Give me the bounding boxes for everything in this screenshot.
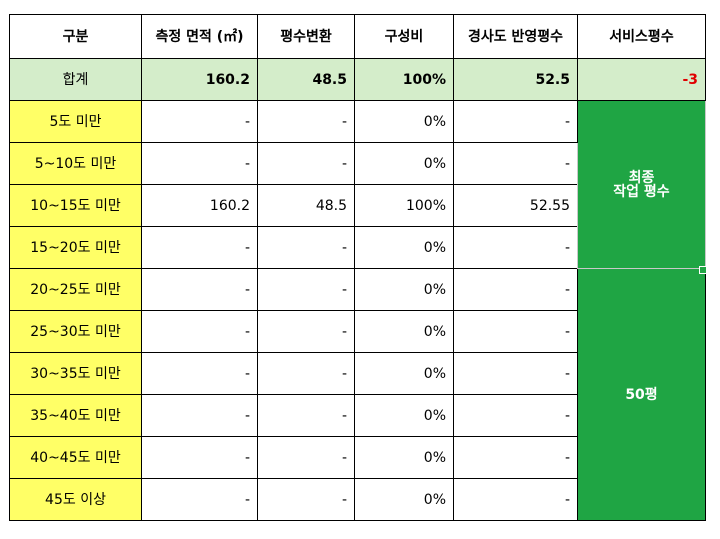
- slope-grade-cell[interactable]: 5~10도 미만: [9, 142, 142, 185]
- ratio-cell[interactable]: 0%: [354, 142, 454, 185]
- table-row: 20~25도 미만 - - 0% - 50평: [9, 268, 706, 521]
- area-cell[interactable]: -: [141, 268, 258, 311]
- slope-pyeong-cell[interactable]: -: [453, 394, 578, 437]
- final-label-line1: 최종: [628, 169, 655, 186]
- slope-pyeong-cell[interactable]: 52.55: [453, 184, 578, 227]
- pyeong-cell[interactable]: -: [257, 142, 355, 185]
- pyeong-cell[interactable]: -: [257, 436, 355, 479]
- total-label[interactable]: 합계: [9, 58, 142, 101]
- pyeong-cell[interactable]: -: [257, 478, 355, 521]
- slope-pyeong-cell[interactable]: -: [453, 142, 578, 185]
- total-row: 합계 160.2 48.5 100% 52.5 -3: [9, 58, 706, 101]
- final-work-pyeong-value[interactable]: 50평: [577, 268, 706, 521]
- pyeong-cell[interactable]: 48.5: [257, 184, 355, 227]
- table-row: 25~30도 미만 - - 0% -: [9, 310, 706, 353]
- table-row: 40~45도 미만 - - 0% -: [9, 436, 706, 479]
- slope-grade-cell[interactable]: 40~45도 미만: [9, 436, 142, 479]
- slope-grade-cell[interactable]: 45도 이상: [9, 478, 142, 521]
- ratio-cell[interactable]: 0%: [354, 394, 454, 437]
- ratio-cell[interactable]: 100%: [354, 184, 454, 227]
- slope-grade-cell[interactable]: 35~40도 미만: [9, 394, 142, 437]
- area-cell[interactable]: -: [141, 226, 258, 269]
- slope-pyeong-cell[interactable]: -: [453, 478, 578, 521]
- slope-grade-cell[interactable]: 25~30도 미만: [9, 310, 142, 353]
- selection-fill-handle[interactable]: [699, 266, 707, 274]
- slope-grade-cell[interactable]: 20~25도 미만: [9, 268, 142, 311]
- header-slope-pyeong[interactable]: 경사도 반영평수: [453, 14, 578, 59]
- slope-pyeong-cell[interactable]: -: [453, 226, 578, 269]
- slope-grade-cell[interactable]: 5도 미만: [9, 100, 142, 143]
- header-category[interactable]: 구분: [9, 14, 142, 59]
- area-cell[interactable]: -: [141, 142, 258, 185]
- slope-area-table: 구분 측정 면적 (㎡) 평수변환 구성비 경사도 반영평수 서비스평수 합계 …: [9, 14, 706, 521]
- area-cell[interactable]: -: [141, 310, 258, 353]
- table-row: 35~40도 미만 - - 0% -: [9, 394, 706, 437]
- total-ratio[interactable]: 100%: [354, 58, 454, 101]
- pyeong-cell[interactable]: -: [257, 352, 355, 395]
- pyeong-cell[interactable]: -: [257, 394, 355, 437]
- header-row: 구분 측정 면적 (㎡) 평수변환 구성비 경사도 반영평수 서비스평수: [9, 14, 706, 59]
- ratio-cell[interactable]: 0%: [354, 352, 454, 395]
- table-row: 30~35도 미만 - - 0% -: [9, 352, 706, 395]
- area-cell[interactable]: -: [141, 394, 258, 437]
- area-cell[interactable]: -: [141, 436, 258, 479]
- slope-pyeong-cell[interactable]: -: [453, 268, 578, 311]
- header-measured-area[interactable]: 측정 면적 (㎡): [141, 14, 258, 59]
- ratio-cell[interactable]: 0%: [354, 100, 454, 143]
- total-slope-pyeong[interactable]: 52.5: [453, 58, 578, 101]
- total-area[interactable]: 160.2: [141, 58, 258, 101]
- ratio-cell[interactable]: 0%: [354, 226, 454, 269]
- pyeong-cell[interactable]: -: [257, 268, 355, 311]
- pyeong-cell[interactable]: -: [257, 226, 355, 269]
- area-cell[interactable]: 160.2: [141, 184, 258, 227]
- ratio-cell[interactable]: 0%: [354, 436, 454, 479]
- header-pyeong-conversion[interactable]: 평수변환: [257, 14, 355, 59]
- final-label-line2: 작업 평수: [613, 183, 670, 200]
- slope-pyeong-cell[interactable]: -: [453, 436, 578, 479]
- pyeong-cell[interactable]: -: [257, 100, 355, 143]
- slope-pyeong-cell[interactable]: -: [453, 310, 578, 353]
- slope-pyeong-cell[interactable]: -: [453, 352, 578, 395]
- table-row: 5~10도 미만 - - 0% -: [9, 142, 706, 185]
- final-work-pyeong-label[interactable]: 최종 작업 평수: [577, 100, 706, 269]
- slope-pyeong-cell[interactable]: -: [453, 100, 578, 143]
- slope-grade-cell[interactable]: 10~15도 미만: [9, 184, 142, 227]
- slope-grade-cell[interactable]: 15~20도 미만: [9, 226, 142, 269]
- slope-grade-cell[interactable]: 30~35도 미만: [9, 352, 142, 395]
- area-cell[interactable]: -: [141, 100, 258, 143]
- total-service-pyeong[interactable]: -3: [577, 58, 706, 101]
- ratio-cell[interactable]: 0%: [354, 478, 454, 521]
- area-cell[interactable]: -: [141, 352, 258, 395]
- header-service-pyeong[interactable]: 서비스평수: [577, 14, 706, 59]
- table-row: 45도 이상 - - 0% -: [9, 478, 706, 521]
- table-row: 10~15도 미만 160.2 48.5 100% 52.55: [9, 184, 706, 227]
- header-composition-ratio[interactable]: 구성비: [354, 14, 454, 59]
- total-pyeong[interactable]: 48.5: [257, 58, 355, 101]
- area-cell[interactable]: -: [141, 478, 258, 521]
- pyeong-cell[interactable]: -: [257, 310, 355, 353]
- table-row: 5도 미만 - - 0% - 최종 작업 평수: [9, 100, 706, 269]
- ratio-cell[interactable]: 0%: [354, 268, 454, 311]
- ratio-cell[interactable]: 0%: [354, 310, 454, 353]
